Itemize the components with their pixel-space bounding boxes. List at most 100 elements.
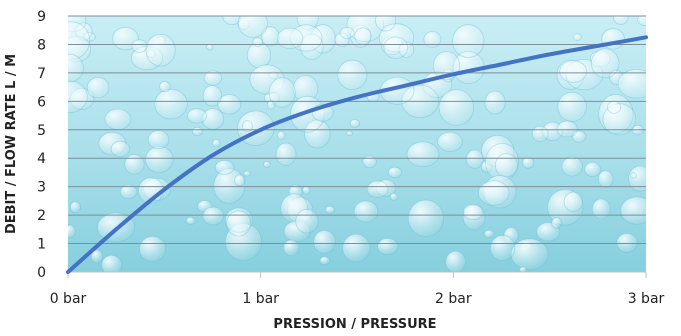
water-droplet	[68, 80, 88, 114]
y-axis-ticks: 0 1 2 3 4 5 6 7 8 9	[37, 9, 46, 281]
water-droplet	[86, 76, 110, 99]
water-droplet	[101, 254, 122, 272]
water-droplet	[584, 161, 601, 177]
water-droplet	[217, 94, 242, 115]
water-droplet	[561, 156, 583, 177]
x-axis-title: PRESSION / PRESSURE	[273, 317, 436, 332]
water-droplet	[242, 120, 253, 132]
water-droplet	[69, 201, 81, 214]
water-droplet	[237, 16, 268, 38]
water-droplet	[377, 237, 399, 256]
water-droplet	[90, 249, 104, 264]
water-droplet	[489, 234, 516, 262]
water-droplet	[191, 126, 203, 136]
water-droplet	[283, 239, 300, 257]
x-axis-ticks: 0 bar 1 bar 2 bar 3 bar	[50, 272, 665, 307]
water-droplet	[104, 108, 132, 131]
water-droplet	[616, 232, 638, 253]
water-droplet	[185, 216, 196, 225]
y-tick-label: 5	[37, 123, 46, 139]
water-droplet	[484, 90, 506, 115]
water-droplet	[438, 89, 475, 126]
water-droplet	[477, 180, 510, 206]
water-droplet	[276, 27, 304, 50]
water-droplet	[206, 44, 214, 51]
water-droplet	[597, 170, 614, 188]
x-tick-label: 3 bar	[628, 291, 665, 307]
water-droplet	[187, 108, 207, 124]
water-droplet	[494, 153, 518, 178]
water-droplet	[563, 191, 584, 212]
water-droplet	[313, 229, 337, 254]
flow-rate-line	[66, 35, 648, 274]
water-droplet	[131, 39, 148, 53]
water-droplet	[362, 155, 378, 169]
water-droplet	[559, 60, 588, 83]
y-tick-label: 3	[37, 180, 46, 196]
water-droplet	[353, 200, 379, 223]
water-droplet	[519, 266, 528, 272]
x-tick-label: 0 bar	[50, 291, 87, 307]
water-droplet	[222, 16, 242, 26]
water-droplet	[387, 166, 402, 179]
water-droplet	[613, 16, 629, 25]
y-tick-label: 4	[37, 151, 46, 167]
water-droplet	[159, 81, 171, 93]
water-droplet	[630, 172, 638, 179]
water-droplet	[145, 33, 176, 67]
grid-lines	[68, 15, 646, 245]
water-droplet	[620, 196, 646, 225]
water-droplet	[349, 119, 360, 128]
water-droplet	[214, 159, 235, 175]
water-droplet	[437, 131, 463, 152]
water-droplet	[607, 100, 622, 114]
water-droplet	[268, 77, 296, 108]
water-droplet	[147, 130, 170, 150]
y-tick-label: 2	[37, 208, 46, 224]
water-droplet-texture	[68, 16, 646, 272]
water-droplet	[202, 85, 222, 107]
water-droplet	[319, 256, 331, 266]
water-droplet	[139, 235, 167, 262]
water-droplet	[483, 229, 495, 239]
water-droplet	[124, 154, 145, 175]
water-droplet	[68, 21, 91, 60]
water-droplet	[295, 208, 319, 234]
water-droplet	[337, 59, 368, 91]
water-droplet	[110, 140, 130, 158]
water-droplet	[68, 224, 76, 239]
water-droplet	[354, 27, 372, 45]
water-droplet	[342, 233, 371, 263]
y-tick-label: 8	[37, 37, 46, 53]
water-droplet	[572, 33, 582, 41]
water-droplet	[302, 186, 311, 195]
water-droplet	[521, 156, 535, 169]
water-droplet	[617, 69, 646, 99]
water-droplet	[263, 160, 271, 168]
y-tick-label: 6	[37, 94, 46, 110]
water-droplet	[531, 125, 549, 142]
water-droplet	[339, 26, 355, 39]
water-droplet	[556, 120, 578, 138]
water-droplet	[203, 70, 223, 86]
water-droplet	[383, 36, 409, 59]
water-droplet	[389, 192, 398, 201]
water-droplet	[551, 217, 562, 229]
water-droplet	[277, 130, 286, 141]
x-tick-label: 1 bar	[242, 291, 279, 307]
water-droplet	[68, 54, 84, 83]
water-droplet	[406, 141, 440, 168]
y-tick-label: 9	[37, 9, 46, 25]
water-droplet	[202, 206, 225, 226]
water-droplet	[119, 184, 138, 200]
water-droplet	[591, 198, 611, 220]
water-droplet	[465, 149, 484, 169]
y-tick-label: 1	[37, 237, 46, 253]
water-droplet	[628, 165, 646, 192]
water-droplet	[346, 130, 354, 137]
water-droplet	[557, 91, 587, 122]
x-tick-label: 2 bar	[435, 291, 472, 307]
water-droplet	[212, 138, 221, 148]
